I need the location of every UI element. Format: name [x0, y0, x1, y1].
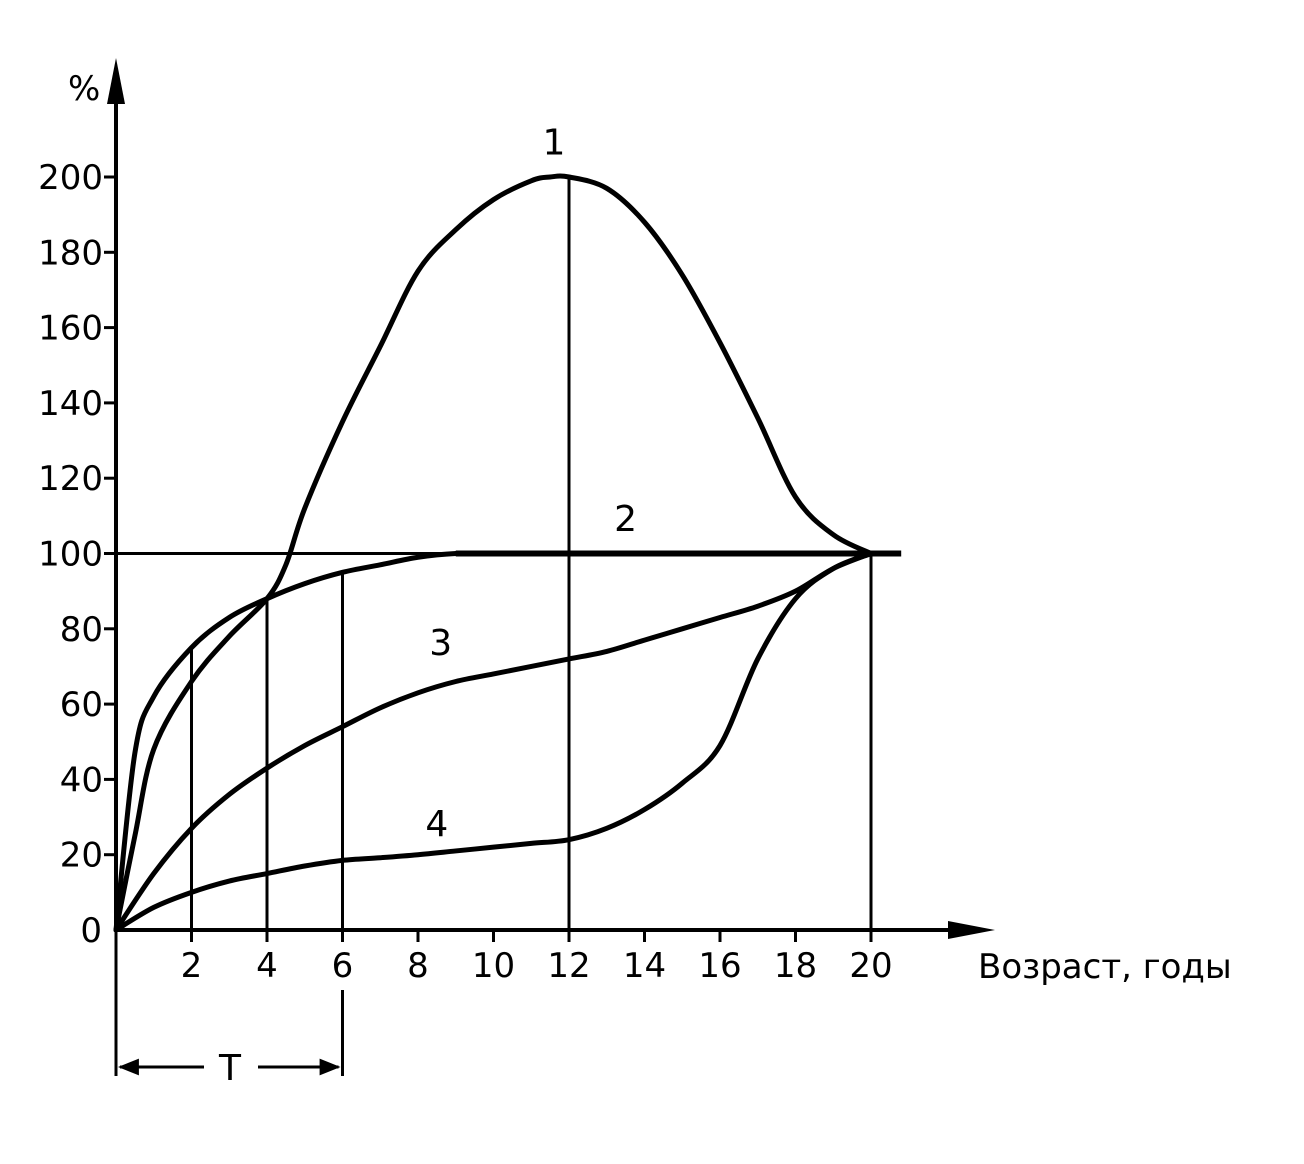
y-ticks: 0 20 40 60 80 100 120 140 160 180 200	[38, 158, 116, 951]
axes	[107, 58, 995, 939]
period-marker: T	[114, 930, 344, 1089]
y-tick-label: 180	[38, 233, 103, 273]
x-axis-arrow	[948, 921, 995, 939]
x-tick-label: 20	[849, 946, 892, 986]
y-axis-arrow	[107, 58, 125, 104]
series-line-3	[113, 551, 874, 933]
x-tick-label: 18	[774, 946, 817, 986]
x-tick-label: 10	[472, 946, 515, 986]
y-tick-label: 160	[38, 309, 103, 349]
x-axis-label: Возраст, годы	[978, 947, 1232, 987]
y-tick-label: 60	[60, 685, 103, 725]
y-tick-label: 80	[60, 610, 103, 650]
y-tick-label: 100	[38, 535, 103, 575]
series-label-2: 2	[614, 499, 637, 540]
y-axis-label: %	[68, 69, 100, 109]
x-tick-label: 2	[181, 946, 203, 986]
y-tick-label: 120	[38, 459, 103, 499]
x-tick-label: 14	[623, 946, 666, 986]
series-label-4: 4	[425, 804, 448, 845]
series-line-1	[113, 173, 874, 933]
x-tick-label: 16	[698, 946, 741, 986]
y-tick-label: 40	[60, 760, 103, 800]
y-tick-label: 0	[80, 911, 102, 951]
series-line-2	[113, 550, 874, 933]
series-labels: 1 2 3 4	[425, 122, 637, 844]
x-tick-label: 6	[332, 946, 354, 986]
y-tick-label: 200	[38, 158, 103, 198]
x-ticks: 2 4 6 8 10 12 14 16 18 20	[181, 930, 893, 986]
y-tick-label: 20	[60, 836, 103, 876]
series-label-3: 3	[429, 623, 452, 664]
x-tick-label: 4	[256, 946, 278, 986]
x-tick-label: 12	[547, 946, 590, 986]
period-label: T	[218, 1048, 242, 1089]
series-label-1: 1	[542, 122, 565, 163]
series-line-4	[113, 551, 874, 933]
y-tick-label: 140	[38, 384, 103, 424]
x-tick-label: 8	[407, 946, 429, 986]
series-lines	[113, 173, 902, 933]
